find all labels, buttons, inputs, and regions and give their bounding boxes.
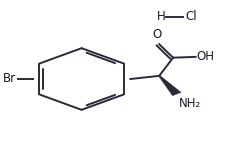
Text: OH: OH (197, 50, 215, 63)
Text: O: O (152, 28, 161, 41)
Text: Cl: Cl (185, 10, 197, 23)
Text: Br: Br (3, 73, 16, 85)
Text: H: H (157, 10, 166, 23)
Text: NH₂: NH₂ (179, 97, 202, 110)
Polygon shape (159, 76, 181, 96)
